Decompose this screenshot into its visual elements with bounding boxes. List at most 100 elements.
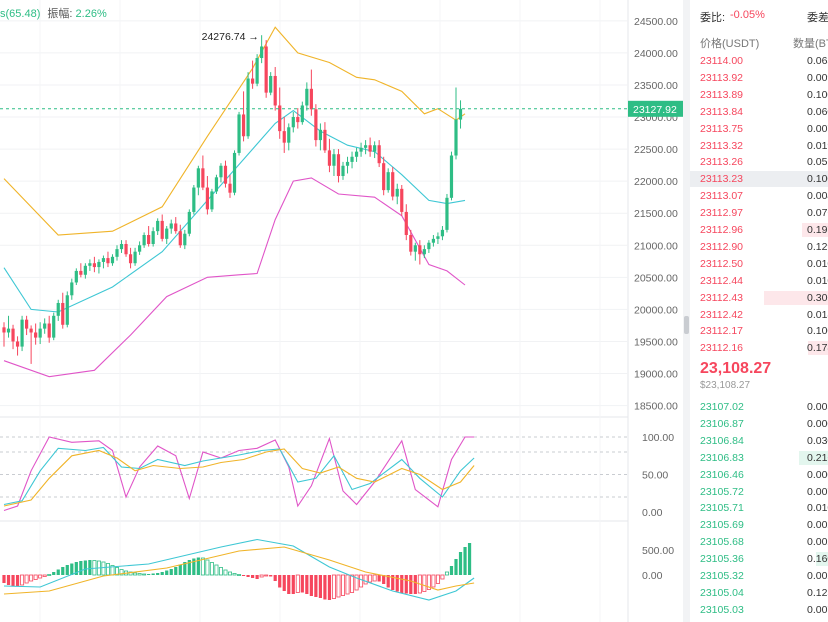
ask-row[interactable]: 23112.96 0.197 [690,222,828,238]
ask-row[interactable]: 23112.50 0.010 [690,256,828,272]
macd-histogram-bar [237,574,242,576]
bid-row[interactable]: 23105.03 0.007 [690,602,828,618]
ask-row[interactable]: 23113.23 0.100 [690,171,828,188]
ask-row[interactable]: 23112.16 0.178 [690,340,828,356]
bid-row[interactable]: 23106.83 0.216 [690,450,828,466]
row-quantity: 0.100 [807,173,828,186]
candle-body [341,165,345,177]
ask-row[interactable]: 23113.84 0.060 [690,104,828,120]
macd-histogram-bar [255,575,259,579]
bid-row[interactable]: 23105.69 0.002 [690,517,828,533]
row-price: 23113.07 [700,190,744,203]
ask-row[interactable]: 23113.89 0.100 [690,87,828,103]
row-quantity: 0.005 [807,401,828,413]
candle-body [165,228,169,239]
candle-body [359,147,363,152]
chart-svg[interactable]: 24500.0024000.0023500.0023000.0022500.00… [0,0,683,622]
ask-row[interactable]: 23112.97 0.076 [690,205,828,221]
candle-body [382,163,386,191]
ask-row[interactable]: 23114.00 0.063 [690,53,828,69]
row-price: 23105.68 [700,536,744,549]
bid-row[interactable]: 23105.02 0.000 [690,619,828,622]
macd-line [3,538,475,601]
bid-row[interactable]: 23105.71 0.010 [690,500,828,516]
row-price: 23105.02 [700,621,744,622]
macd-histogram-bar [209,562,214,576]
candle-body [228,183,232,193]
macd-histogram-bar [70,563,74,575]
ask-row[interactable]: 23112.17 0.100 [690,323,828,339]
macd-histogram-bar [214,564,219,576]
macd-histogram-bar [178,564,182,575]
macd-histogram-bar [151,573,155,575]
row-price: 23112.16 [700,342,744,355]
candle-body [92,263,96,268]
candle-body [413,245,417,252]
macd-histogram-bar [47,574,52,576]
row-quantity: 0.007 [807,603,828,616]
candle-body [192,187,196,212]
candle-body [264,46,268,93]
row-quantity: 0.004 [807,190,828,203]
macd-histogram-bar [24,574,29,584]
candle-body [97,261,101,268]
ask-row[interactable]: 23112.43 0.306 [690,290,828,306]
row-price: 23107.02 [700,401,744,413]
ask-row[interactable]: 23113.32 0.019 [690,138,828,154]
bid-row[interactable]: 23105.72 0.007 [690,484,828,500]
oscillator-line [3,448,475,507]
ask-row[interactable]: 23113.92 0.009 [690,70,828,86]
price-tick-label: 24500.00 [634,16,678,28]
bid-row[interactable]: 23106.87 0.000 [690,416,828,432]
bid-row[interactable]: 23105.36 0.160 [690,551,828,567]
macd-histogram-bar [404,575,408,594]
row-price: 23105.36 [700,553,744,566]
ask-row[interactable]: 23112.44 0.010 [690,273,828,289]
bid-row[interactable]: 23106.46 0.000 [690,467,828,483]
row-quantity: 0.007 [807,485,828,498]
candle-body [323,129,327,151]
candle-body [52,315,56,338]
row-quantity: 0.002 [807,519,828,532]
row-price: 23112.42 [700,308,744,321]
row-quantity: 0.007 [807,122,828,135]
ask-row[interactable]: 23113.07 0.004 [690,188,828,204]
bid-row[interactable]: 23105.32 0.002 [690,568,828,584]
row-price: 23114.00 [700,55,744,67]
ask-row[interactable]: 23113.26 0.051 [690,154,828,170]
candle-body [88,263,92,266]
macd-histogram-bar [196,557,200,575]
bid-row[interactable]: 23105.04 0.123 [690,585,828,601]
macd-tick-label: 0.00 [642,570,663,582]
candle-body [454,119,458,156]
ask-row[interactable]: 23112.42 0.018 [690,307,828,323]
panel-divider[interactable] [683,0,690,622]
price-tick-label: 23500.00 [634,80,678,92]
collapse-handle-icon[interactable] [684,316,689,334]
macd-tick-label: 500.00 [642,545,674,557]
macd-histogram-bar [61,567,65,575]
oscillator-line [3,436,475,512]
row-quantity: 0.002 [807,570,828,582]
candle-body [196,168,200,188]
bid-row[interactable]: 23106.84 0.030 [690,433,828,449]
macd-histogram-bar [241,575,246,576]
candle-body [269,75,273,93]
macd-histogram-bar [340,574,345,596]
macd-histogram-bar [232,573,237,576]
row-quantity: 0.051 [807,156,828,169]
ask-row[interactable]: 23113.75 0.007 [690,121,828,137]
candle-body [174,223,178,232]
candle-body [115,249,119,257]
ask-row[interactable]: 23112.90 0.129 [690,239,828,255]
row-quantity: 0.030 [807,434,828,447]
bid-row[interactable]: 23107.02 0.005 [690,399,828,415]
macd-histogram-bar [327,575,332,600]
macd-histogram-bar [291,575,295,594]
candle-body [431,238,435,243]
chart-area[interactable]: 24500.00 24000.00 23500.00 23000.00 22500.00… [0,0,690,622]
bid-row[interactable]: 23105.68 0.002 [690,534,828,550]
candle-body [278,105,282,132]
row-price: 23106.46 [700,468,744,481]
price-tick-label: 19500.00 [634,336,678,348]
